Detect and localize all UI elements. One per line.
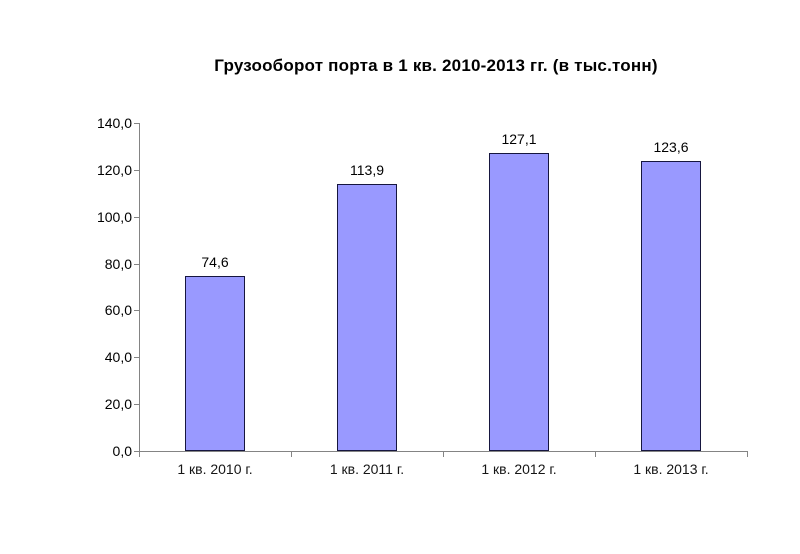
y-axis-tick-label: 80,0: [104, 256, 132, 272]
y-axis-tick: [134, 357, 139, 358]
bar-value-label: 74,6: [201, 254, 229, 270]
y-axis-tick-label: 60,0: [104, 302, 132, 318]
x-axis-category-label: 1 кв. 2012 г.: [481, 461, 557, 477]
bar: [489, 153, 549, 451]
x-axis-category-label: 1 кв. 2010 г.: [177, 461, 253, 477]
chart-title: Грузооборот порта в 1 кв. 2010-2013 гг. …: [214, 56, 658, 75]
y-axis-tick-label: 140,0: [96, 115, 132, 131]
bar: [641, 161, 701, 451]
y-axis-tick: [134, 451, 139, 452]
y-axis-tick: [134, 217, 139, 218]
bar-value-label: 123,6: [653, 139, 689, 155]
x-axis-category-label: 1 кв. 2013 г.: [633, 461, 709, 477]
x-axis-category-label: 1 кв. 2011 г.: [329, 461, 405, 477]
y-axis-tick: [134, 264, 139, 265]
x-axis-tick: [139, 452, 140, 457]
x-axis-tick: [595, 452, 596, 457]
bar-value-label: 113,9: [350, 162, 384, 178]
y-axis-tick-label: 40,0: [104, 349, 132, 365]
bar-value-label: 127,1: [501, 131, 537, 147]
x-axis-tick: [291, 452, 292, 457]
y-axis-tick: [134, 123, 139, 124]
y-axis-tick-label: 100,0: [96, 209, 132, 225]
x-axis-tick: [443, 452, 444, 457]
y-axis-tick-label: 20,0: [104, 396, 132, 412]
bar: [185, 276, 245, 451]
x-axis-line: [134, 451, 748, 452]
y-axis-tick: [134, 310, 139, 311]
y-axis-tick: [134, 404, 139, 405]
y-axis-tick-label: 0,0: [112, 443, 132, 459]
y-axis-line: [139, 123, 140, 452]
x-axis-tick: [747, 452, 748, 457]
y-axis-tick: [134, 170, 139, 171]
bar: [337, 184, 397, 451]
y-axis-tick-label: 120,0: [96, 162, 132, 178]
